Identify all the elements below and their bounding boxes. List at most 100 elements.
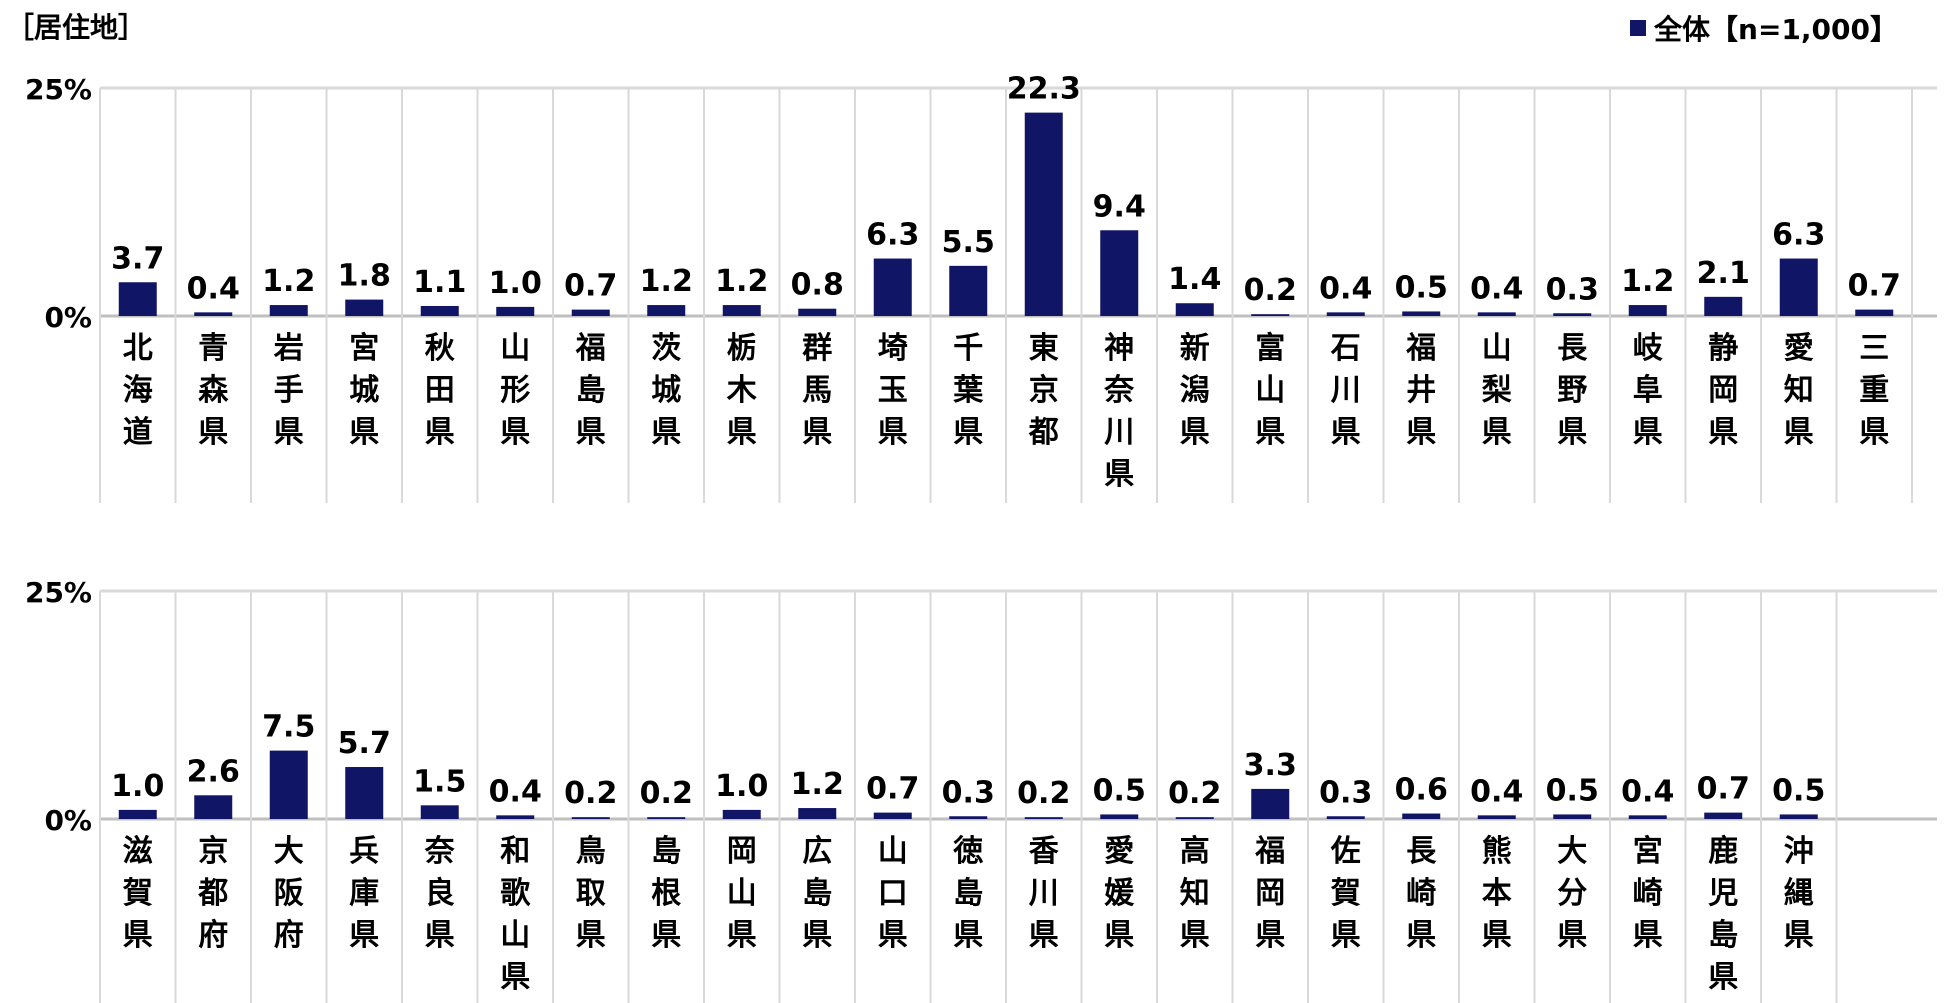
bar — [1477, 312, 1516, 316]
category-label: 北海道 — [123, 331, 153, 450]
bar — [1704, 296, 1743, 316]
category-label-char: 森 — [198, 373, 229, 408]
category-label: 秋田県 — [425, 331, 455, 450]
bar — [949, 816, 988, 819]
category-label-char: 都 — [1028, 415, 1059, 450]
category-label-char: 県 — [953, 918, 983, 953]
category-label-char: 良 — [425, 876, 455, 911]
category-label-char: 香 — [1029, 834, 1059, 869]
category-label: 茨城県 — [651, 331, 681, 450]
category-label-char: 岡 — [1255, 876, 1285, 911]
category-label-char: 県 — [1255, 918, 1285, 953]
category-label-char: 島 — [576, 373, 606, 408]
category-label-char: 県 — [576, 918, 606, 953]
category-label: 新潟県 — [1180, 331, 1210, 450]
data-label: 0.3 — [1546, 272, 1599, 307]
category-label-char: 崎 — [1633, 876, 1663, 911]
legend-swatch — [1630, 20, 1647, 36]
category-label-char: 葉 — [952, 373, 984, 408]
category-label-char: 福 — [1405, 331, 1436, 366]
category-label-char: 島 — [953, 876, 983, 911]
category-label-char: 長 — [1557, 331, 1588, 366]
category-label-char: 川 — [1029, 876, 1059, 911]
data-label: 0.4 — [1470, 271, 1523, 306]
bar — [1251, 314, 1290, 316]
bar — [1100, 230, 1139, 316]
category-label-char: 県 — [1180, 415, 1210, 450]
category-label-char: 岩 — [274, 331, 304, 366]
category-label: 愛知県 — [1784, 331, 1814, 450]
category-label-char: 阪 — [274, 876, 304, 911]
category-label: 青森県 — [198, 331, 229, 450]
category-label-char: 県 — [274, 415, 304, 450]
category-label-char: 県 — [198, 415, 228, 450]
category-label-char: 県 — [1859, 415, 1889, 450]
data-label: 0.7 — [866, 772, 919, 807]
category-label-char: 知 — [1180, 876, 1210, 911]
data-label: 2.1 — [1697, 256, 1750, 291]
category-label-char: 埼 — [878, 331, 908, 366]
category-label-char: 重 — [1859, 373, 1889, 408]
category-label-char: 県 — [1104, 918, 1134, 953]
data-label: 1.1 — [413, 265, 466, 300]
bar — [571, 817, 610, 819]
bar — [1326, 312, 1365, 316]
bar — [345, 767, 384, 819]
category-label-char: 梨 — [1482, 373, 1512, 408]
category-label: 宮城県 — [349, 331, 379, 450]
category-label-char: 奈 — [424, 834, 456, 869]
category-label: 滋賀県 — [123, 834, 153, 953]
category-label: 東京都 — [1028, 331, 1059, 450]
category-label: 岐阜県 — [1633, 331, 1663, 450]
category-label-char: 広 — [802, 834, 832, 869]
data-label: 7.5 — [262, 710, 315, 745]
bar — [1175, 817, 1214, 819]
category-label-char: 千 — [953, 331, 983, 366]
category-label-char: 秋 — [425, 331, 455, 366]
category-label-char: 児 — [1708, 876, 1738, 911]
category-label: 千葉県 — [952, 331, 984, 450]
bar — [1628, 305, 1667, 316]
bar — [647, 305, 686, 316]
category-label-char: 県 — [1784, 918, 1814, 953]
category-label: 群馬県 — [802, 331, 832, 450]
category-label-char: 県 — [1104, 457, 1134, 492]
bar — [873, 258, 912, 316]
bar — [647, 817, 686, 819]
data-label: 0.2 — [640, 776, 693, 811]
category-label-char: 県 — [1406, 415, 1436, 450]
bar — [118, 809, 157, 819]
category-label-char: 県 — [1255, 415, 1285, 450]
data-label: 6.3 — [1772, 218, 1825, 253]
category-label-char: 県 — [1331, 918, 1361, 953]
category-label-char: 神 — [1104, 331, 1134, 366]
bar — [496, 815, 535, 819]
bar — [1855, 309, 1894, 316]
data-label: 6.3 — [866, 218, 919, 253]
category-label-char: 佐 — [1330, 834, 1361, 869]
category-label: 長崎県 — [1406, 834, 1437, 953]
category-label-char: 井 — [1406, 373, 1436, 408]
category-label-char: 県 — [1708, 960, 1738, 995]
category-label-char: 府 — [198, 918, 228, 953]
y-tick-label: 0% — [44, 301, 92, 334]
data-label: 1.2 — [1621, 264, 1674, 299]
category-label-char: 城 — [349, 373, 379, 408]
data-label: 0.2 — [564, 776, 617, 811]
bar — [420, 305, 459, 316]
category-label-char: 潟 — [1180, 373, 1210, 408]
category-label-char: 山 — [1482, 331, 1512, 366]
bar — [118, 282, 157, 316]
category-label: 長野県 — [1557, 331, 1588, 450]
category-label: 愛媛県 — [1104, 834, 1135, 953]
category-label: 岡山県 — [727, 834, 757, 953]
data-label: 0.3 — [1319, 775, 1372, 810]
category-label: 山梨県 — [1482, 331, 1512, 450]
data-label: 0.8 — [791, 268, 844, 303]
data-label: 0.7 — [1697, 772, 1750, 807]
category-label-char: 県 — [1557, 918, 1587, 953]
category-label-char: 玉 — [878, 373, 908, 408]
data-label: 3.7 — [111, 241, 164, 276]
data-label: 1.2 — [715, 264, 768, 299]
category-label-char: 山 — [500, 331, 530, 366]
